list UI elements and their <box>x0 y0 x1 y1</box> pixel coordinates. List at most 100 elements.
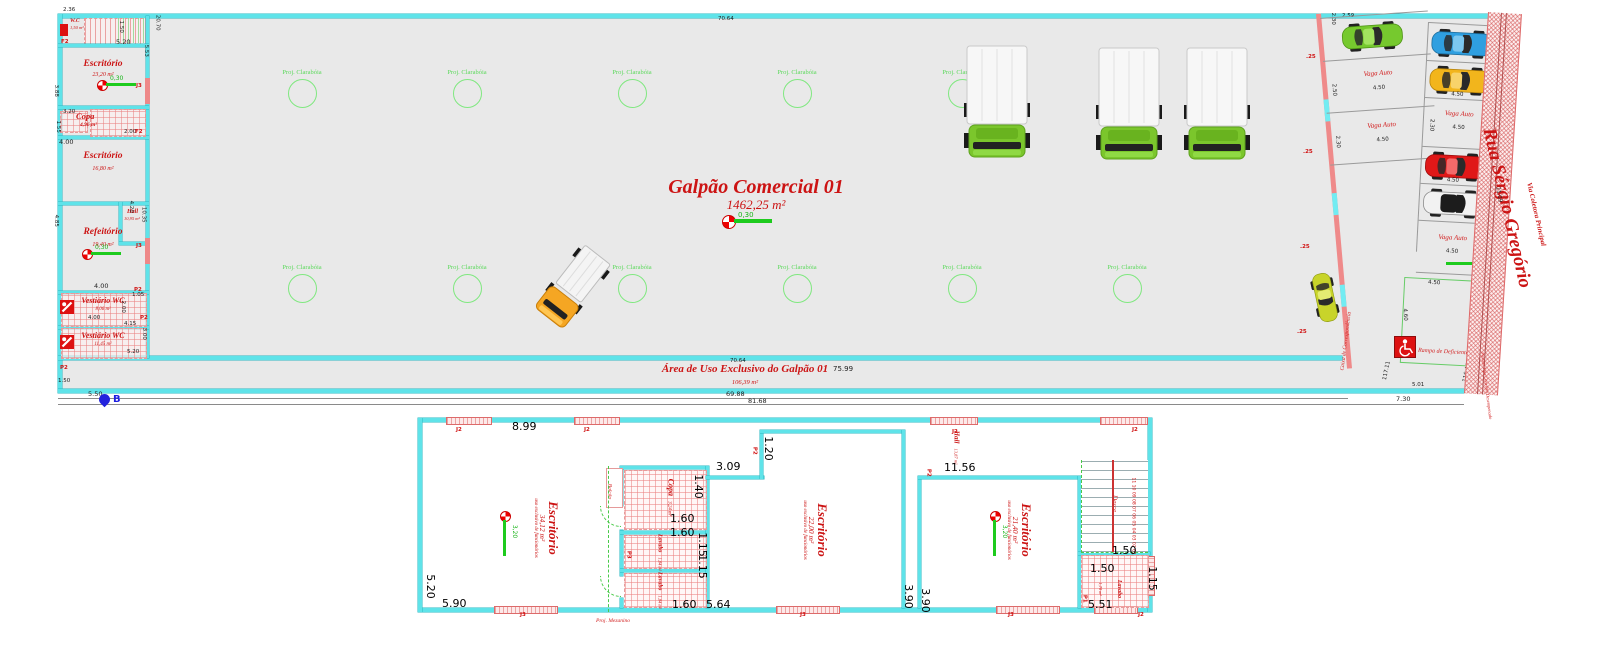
stairs-step-numbers: 11 10 09 08 07 06 05 04 03 02 01 <box>1130 477 1136 555</box>
dim-label: 5.50 <box>88 390 103 398</box>
dim-label: 3.09 <box>716 460 741 473</box>
mezz-wall-right <box>1148 418 1152 612</box>
parking-stall: 4.50 <box>1425 60 1497 102</box>
room-refeitorio-area: 19,40 m² <box>92 242 114 248</box>
window-tag: J3 <box>136 243 142 249</box>
wall-lot-bottom <box>58 389 1464 393</box>
mezz-window <box>446 417 492 425</box>
skylight-circle <box>782 78 812 108</box>
strip-area: 106,39 m² <box>731 379 759 386</box>
door-tag: P2 <box>751 446 758 455</box>
mezz-wall <box>620 530 623 576</box>
door-tag: P2 <box>140 315 148 321</box>
window-tag: J3 <box>800 612 806 618</box>
skylight-circle <box>617 273 647 303</box>
dim-label: 20.70 <box>154 14 161 31</box>
mezz-wall <box>706 476 764 479</box>
section-marker-b-label: B <box>113 394 121 405</box>
door-tag: P1 <box>1081 594 1088 603</box>
dim-label: 4.60 <box>1401 308 1409 322</box>
door-tag: P2 <box>134 287 142 293</box>
office-right-wall <box>146 16 149 358</box>
mezz-window <box>930 417 978 425</box>
dim-label: 1.50 <box>1112 544 1137 557</box>
lot-ground <box>58 14 1494 392</box>
dim-label: 2.50 <box>1330 83 1338 97</box>
dim-label: 5.20 <box>116 38 131 46</box>
skylight-circle <box>452 78 482 108</box>
dim-label: 1.60 <box>672 598 697 611</box>
dim-label: 10.35 <box>140 206 147 223</box>
parking-column-left: Vaga Auto 4.50 2.50 Vaga Auto 4.50 2.30 <box>1320 10 1439 166</box>
dim-label: 1.15 <box>695 554 709 579</box>
skylight: Proj. Clarabóia <box>274 264 330 303</box>
mezz-wall <box>620 466 709 469</box>
office-wall-h3 <box>58 136 149 139</box>
car-yellow <box>1428 65 1491 96</box>
window-j3-segment <box>145 78 150 104</box>
dim-label: 1.50 <box>58 378 71 384</box>
parking-stall: Vaga Auto 4.50 2.50 <box>1323 66 1435 114</box>
copa-counter-hatch <box>60 111 88 133</box>
parking-stall: 4.50 <box>1420 146 1493 188</box>
skylight: Proj. Clarabóia <box>439 264 495 303</box>
dim-label: 3.90 <box>901 584 915 609</box>
car-red <box>1424 151 1487 182</box>
hall-wall-v <box>119 202 122 244</box>
door-tag: P3 <box>625 550 632 559</box>
level-bar <box>993 520 996 556</box>
skylight: Proj. Clarabóia <box>439 69 495 108</box>
copa-hatch <box>624 470 707 530</box>
dim-label: 4.85 <box>52 214 59 227</box>
dim-label: 4.50 <box>1427 279 1441 287</box>
mezz-wall <box>760 430 763 479</box>
car-small-yellow <box>1309 271 1342 325</box>
wall-top <box>58 14 1494 18</box>
dim-label: 2.00 <box>119 300 126 313</box>
fire-extinguisher-icon <box>60 335 74 349</box>
office-wall-h1 <box>58 44 149 47</box>
door-tag: P2 <box>925 468 932 477</box>
window-tag: J3 <box>520 612 526 618</box>
mezz-wall <box>620 531 709 534</box>
dim-label: 1.60 <box>670 512 695 525</box>
wall-warehouse-bottom <box>58 356 1342 360</box>
dim-label: 2.30 <box>1334 135 1341 149</box>
parking-stall <box>1426 22 1499 65</box>
dim-label: 4.15 <box>124 321 137 327</box>
balcao-outline <box>606 468 623 508</box>
dim-label: 5.20 <box>423 574 437 599</box>
room-vestiario2-name: Vestiário WC <box>81 331 125 340</box>
car-blue <box>1430 28 1493 59</box>
room-copa-name: Copa <box>76 111 95 121</box>
level-value: 3,20 <box>511 524 519 539</box>
skylight-circle <box>452 273 482 303</box>
skylight: Proj. Clarabóia <box>1099 264 1155 303</box>
mezz-wall <box>706 466 709 608</box>
skylight-circle <box>287 78 317 108</box>
office-wall-h4 <box>58 202 149 205</box>
skylight-circle <box>617 78 647 108</box>
window-tag: J3 <box>136 83 142 89</box>
wall-thickness-label: .25 <box>1303 149 1313 155</box>
mezz-window <box>776 606 840 614</box>
wall-thickness-label: .25 <box>1306 54 1316 60</box>
dim-label: 2.30 <box>1428 118 1435 132</box>
level-bar <box>734 219 772 223</box>
dim-label: 5.20 <box>127 349 140 355</box>
dim-label: 2.36 <box>63 7 76 13</box>
dim-label: 5.90 <box>442 597 467 610</box>
dim-label: 5.53 <box>142 44 149 57</box>
stairs-desce-label: Desce <box>1110 494 1119 513</box>
skylight-circle <box>947 273 977 303</box>
dim-label: 1.40 <box>691 474 705 499</box>
mezz-wall <box>1078 552 1150 555</box>
room-escritorio1-area: 23,20 m² <box>92 72 114 78</box>
skylight: Proj. Clarabóia <box>604 69 660 108</box>
room-vestiario1-area: 8,06 m² <box>95 307 111 312</box>
stairs-rail <box>1112 460 1114 552</box>
window-tag: J2 <box>1138 612 1144 618</box>
lavabo2-hatch <box>624 573 707 608</box>
vaga-auto-label: Vaga Auto <box>1366 119 1397 130</box>
